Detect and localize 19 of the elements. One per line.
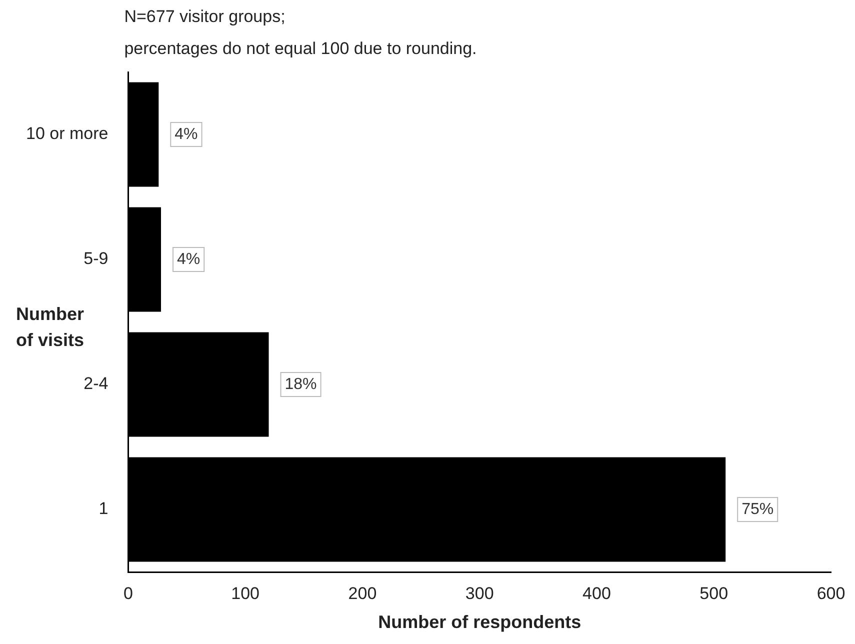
annotation: 4% (177, 250, 200, 268)
y-tick-label: 1 (98, 499, 108, 518)
y-tick-label: 10 or more (26, 124, 108, 144)
x-tick-label: 400 (582, 584, 611, 603)
annotation: 4% (174, 126, 198, 143)
x-tick-label: 600 (816, 584, 846, 603)
y-tick-label: 5-9 (84, 249, 108, 268)
x-tick-label: 100 (231, 584, 260, 603)
x-tick-label: 200 (348, 584, 377, 603)
x-axis-title: Number of respondents (378, 612, 582, 632)
y-axis-title: Number of visits (16, 304, 84, 350)
y-tick-label: 2-4 (84, 374, 108, 394)
chart-title: percentages do not equal 100 due to rounding. (124, 39, 477, 58)
annotation: 18% (284, 376, 317, 393)
x-tick-label: 0 (123, 584, 133, 603)
annotation: 75% (742, 500, 774, 518)
chart-subtitle: N=677 visitor groups; (124, 7, 286, 26)
x-tick-label: 300 (465, 584, 494, 603)
x-tick-label: 500 (700, 584, 728, 603)
